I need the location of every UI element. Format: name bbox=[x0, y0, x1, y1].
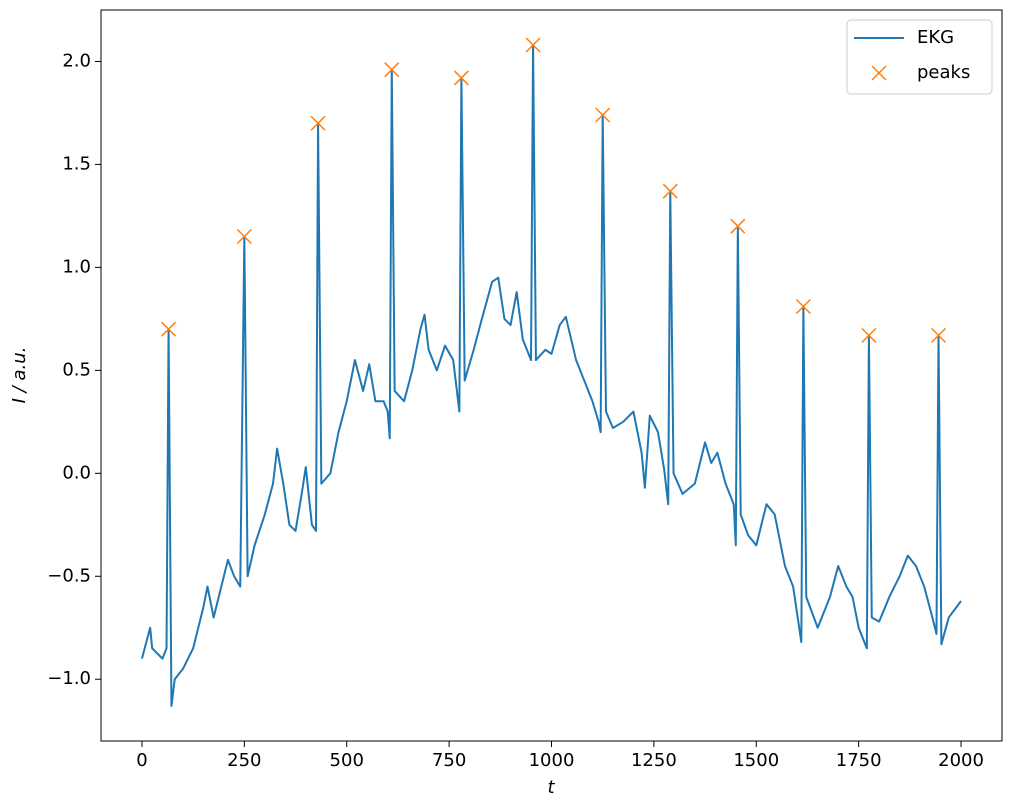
x-tick-label: 1750 bbox=[836, 750, 882, 771]
x-tick-label: 750 bbox=[432, 750, 466, 771]
y-tick-label: 1.0 bbox=[62, 256, 91, 277]
peak-marker bbox=[161, 321, 177, 337]
y-tick-label: −1.0 bbox=[47, 668, 91, 689]
x-axis-label: t bbox=[547, 777, 555, 798]
peak-marker bbox=[662, 183, 678, 199]
x-tick-label: 250 bbox=[227, 750, 261, 771]
legend-marker bbox=[871, 65, 887, 81]
x-tick-label: 1500 bbox=[733, 750, 779, 771]
peak-marker bbox=[384, 62, 400, 78]
y-tick-label: 2.0 bbox=[62, 50, 91, 71]
peak-marker bbox=[861, 327, 877, 343]
x-tick-label: 2000 bbox=[938, 750, 984, 771]
x-tick-label: 1250 bbox=[631, 750, 677, 771]
x-tick-label: 0 bbox=[136, 750, 147, 771]
y-tick-label: −0.5 bbox=[47, 565, 91, 586]
peak-marker bbox=[795, 298, 811, 315]
y-tick-label: 0.0 bbox=[62, 462, 91, 483]
y-tick-label: 1.5 bbox=[62, 153, 91, 174]
peak-marker bbox=[730, 218, 746, 234]
peak-marker bbox=[310, 115, 326, 131]
peak-marker bbox=[595, 107, 611, 123]
peak-marker bbox=[525, 37, 541, 53]
y-axis-label: I / a.u. bbox=[9, 347, 30, 404]
peak-marker bbox=[453, 70, 469, 86]
x-tick-label: 1000 bbox=[529, 750, 575, 771]
x-tick-label: 500 bbox=[330, 750, 364, 771]
legend-label: peaks bbox=[917, 62, 970, 83]
peak-marker bbox=[930, 327, 947, 343]
line-series bbox=[140, 44, 962, 707]
y-tick-label: 0.5 bbox=[62, 359, 91, 380]
peak-marker bbox=[236, 228, 252, 245]
legend-label: EKG bbox=[917, 27, 954, 48]
